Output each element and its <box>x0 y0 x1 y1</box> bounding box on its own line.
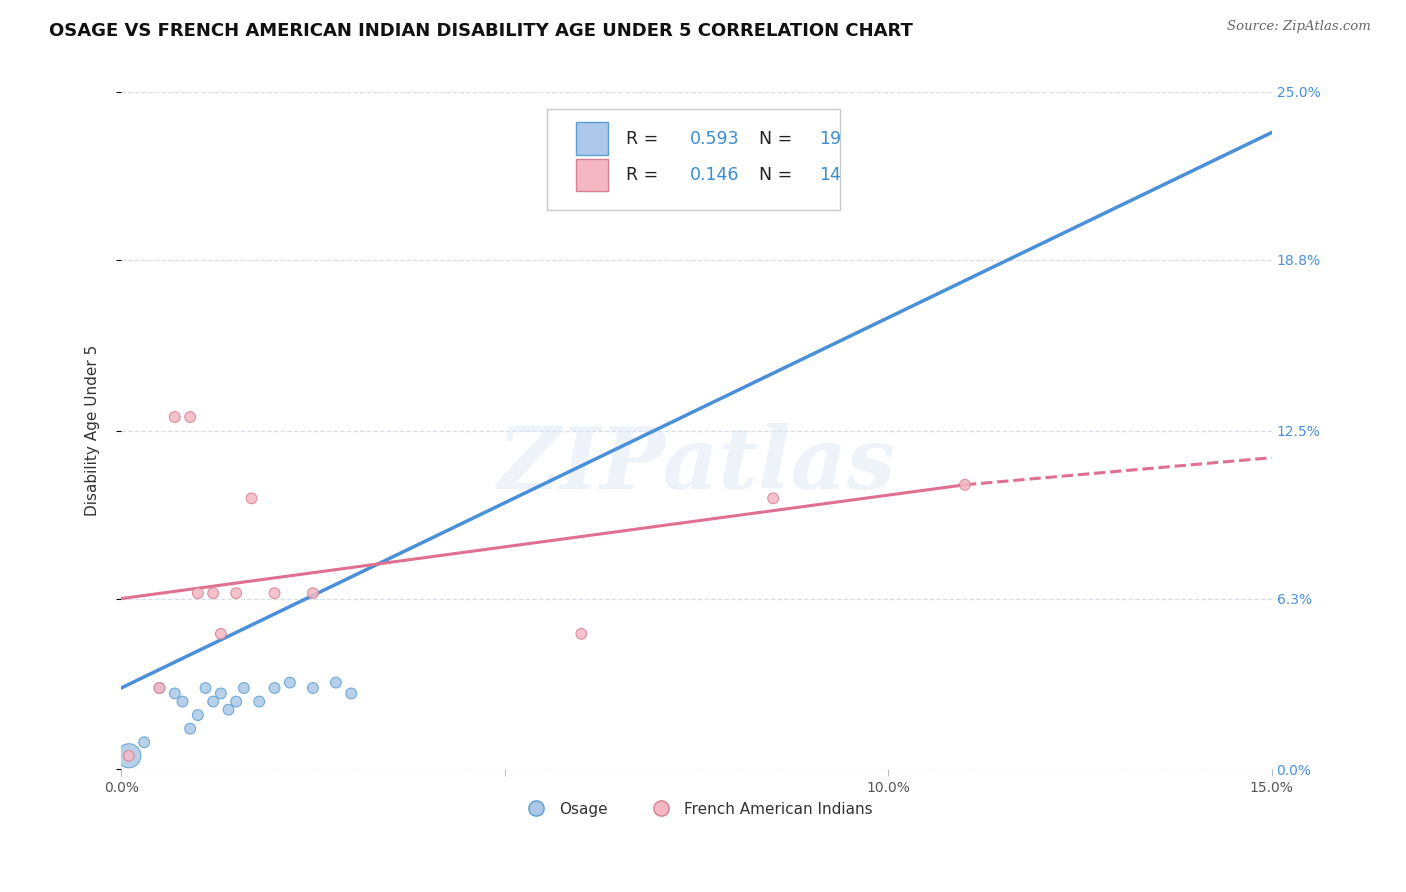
Point <box>202 586 225 600</box>
FancyBboxPatch shape <box>575 159 607 192</box>
Y-axis label: Disability Age Under 5: Disability Age Under 5 <box>86 345 100 516</box>
Point <box>187 586 209 600</box>
Text: 0.593: 0.593 <box>689 129 740 147</box>
Text: N =: N = <box>759 166 797 184</box>
Point <box>247 695 270 709</box>
Text: 0.146: 0.146 <box>689 166 740 184</box>
Point <box>225 695 247 709</box>
FancyBboxPatch shape <box>575 122 607 155</box>
Point <box>194 681 217 695</box>
Point <box>953 477 976 491</box>
Text: OSAGE VS FRENCH AMERICAN INDIAN DISABILITY AGE UNDER 5 CORRELATION CHART: OSAGE VS FRENCH AMERICAN INDIAN DISABILI… <box>49 22 912 40</box>
Point <box>118 748 141 763</box>
Point <box>340 686 363 700</box>
Point <box>263 586 285 600</box>
Text: N =: N = <box>759 129 797 147</box>
Point <box>163 686 186 700</box>
Point <box>240 491 263 506</box>
Text: 14: 14 <box>820 166 841 184</box>
Point <box>179 722 201 736</box>
Text: 19: 19 <box>820 129 842 147</box>
Point <box>263 681 285 695</box>
Point <box>325 675 347 690</box>
Point <box>225 586 247 600</box>
Text: ZIPatlas: ZIPatlas <box>498 423 896 506</box>
Point <box>202 695 225 709</box>
Point <box>118 748 141 763</box>
FancyBboxPatch shape <box>547 109 841 211</box>
Point <box>218 703 240 717</box>
Text: R =: R = <box>626 129 664 147</box>
Point <box>762 491 785 506</box>
Text: R =: R = <box>626 166 664 184</box>
Point <box>172 695 194 709</box>
Point <box>148 681 170 695</box>
Point <box>209 627 232 641</box>
Point <box>278 675 301 690</box>
Point <box>179 410 201 425</box>
Point <box>148 681 170 695</box>
Text: Source: ZipAtlas.com: Source: ZipAtlas.com <box>1227 20 1371 33</box>
Point <box>302 681 325 695</box>
Legend: Osage, French American Indians: Osage, French American Indians <box>515 796 879 822</box>
Point <box>209 686 232 700</box>
Point <box>134 735 156 749</box>
Point <box>163 410 186 425</box>
Point <box>569 627 592 641</box>
Point <box>232 681 254 695</box>
Point <box>187 708 209 723</box>
Point <box>302 586 325 600</box>
